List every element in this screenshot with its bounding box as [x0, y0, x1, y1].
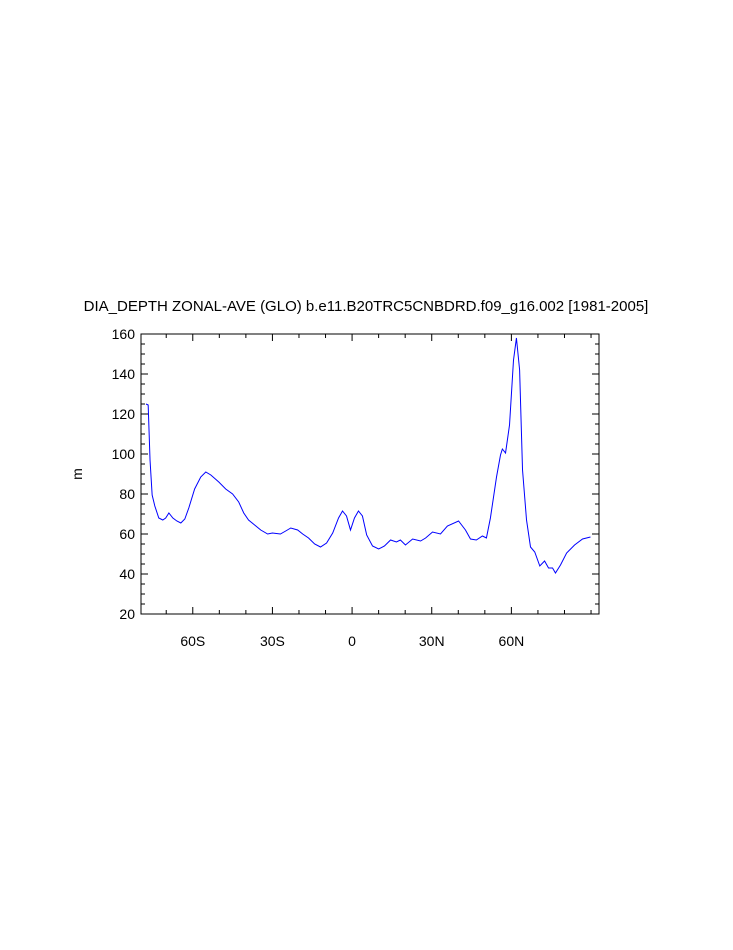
y-tick-label: 20: [119, 606, 135, 622]
y-tick-label: 160: [112, 326, 136, 342]
y-tick-label: 40: [119, 566, 135, 582]
y-tick-label: 60: [119, 526, 135, 542]
y-tick-label: 80: [119, 486, 135, 502]
data-line: [145, 337, 591, 574]
y-tick-label: 100: [112, 446, 136, 462]
x-tick-label: 30N: [419, 633, 445, 649]
chart-title: DIA_DEPTH ZONAL-AVE (GLO) b.e11.B20TRC5C…: [84, 298, 649, 315]
x-tick-label: 30S: [260, 633, 285, 649]
x-tick-label: 60S: [180, 633, 205, 649]
y-axis-label: m: [69, 468, 85, 480]
y-tick-label: 140: [112, 366, 136, 382]
x-tick-label: 60N: [499, 633, 525, 649]
x-tick-label: 0: [348, 633, 356, 649]
y-tick-label: 120: [112, 406, 136, 422]
